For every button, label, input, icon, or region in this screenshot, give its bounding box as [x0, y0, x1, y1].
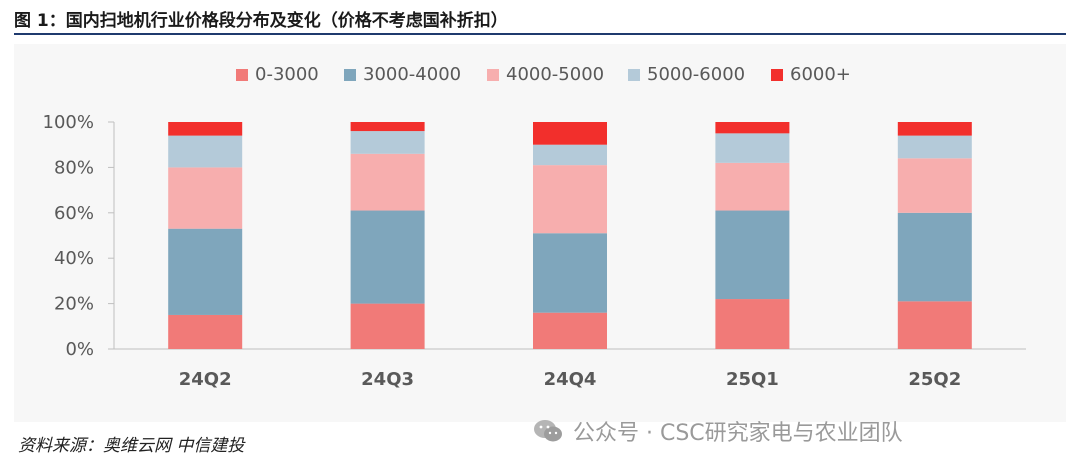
legend-swatch: [236, 69, 248, 81]
legend-label: 5000-6000: [647, 64, 745, 85]
y-tick-label: 60%: [54, 203, 94, 224]
bar-segment: [897, 135, 972, 159]
watermark-text: 公众号 · CSC研究家电与农业团队: [573, 421, 903, 446]
source-note: 资料来源：奥维云网 中信建投: [18, 436, 245, 456]
bar-segment: [350, 122, 425, 132]
bar-segment: [350, 131, 425, 154]
bar-segment: [350, 303, 425, 349]
bar-segment: [715, 162, 790, 211]
stacked-bar-chart: 0-3000 3000-4000 4000-5000 5000-6000 6000+ 0%…: [43, 64, 1026, 390]
x-tick-label: 25Q1: [726, 369, 779, 390]
x-tick-label: 25Q2: [908, 369, 961, 390]
y-tick-label: 100%: [43, 112, 94, 133]
legend-swatch: [487, 69, 499, 81]
x-tick-label: 24Q2: [179, 369, 232, 390]
bar-segment: [168, 135, 243, 168]
legend-label: 4000-5000: [506, 64, 604, 85]
bar-segment: [897, 158, 972, 213]
legend-swatch: [628, 69, 640, 81]
bar-segment: [897, 301, 972, 349]
watermark: 公众号 · CSC研究家电与农业团队: [533, 414, 903, 448]
x-tick-label: 24Q4: [544, 369, 597, 390]
chart-panel: 0-3000 3000-4000 4000-5000 5000-6000 6000+ 0%…: [14, 44, 1066, 422]
x-tick-label: 24Q3: [361, 369, 414, 390]
y-tick-label: 20%: [54, 294, 94, 315]
wechat-icon: [534, 420, 562, 442]
bar-segment: [897, 212, 972, 302]
figure-title: 图 1：国内扫地机行业价格段分布及变化（价格不考虑国补折扣）: [14, 11, 508, 31]
bar-segment: [897, 122, 972, 136]
legend-label: 0-3000: [255, 64, 319, 85]
bar-segment: [715, 210, 790, 300]
bar-segment: [715, 122, 790, 134]
bar-segment: [533, 233, 607, 313]
legend-label: 6000+: [790, 64, 851, 85]
bar-segment: [350, 210, 425, 304]
bar-segment: [168, 122, 243, 136]
bar-segment: [715, 299, 790, 349]
bar-segment: [168, 314, 243, 349]
bar-segment: [533, 122, 607, 145]
legend-swatch: [771, 69, 783, 81]
bar-segment: [168, 167, 243, 229]
y-tick-label: 80%: [54, 157, 94, 178]
y-tick-label: 0%: [65, 339, 94, 360]
legend-label: 3000-4000: [363, 64, 461, 85]
title-rule: [14, 33, 1066, 35]
bar-segment: [168, 228, 243, 315]
bar-segment: [533, 144, 607, 166]
bar-segment: [715, 133, 790, 163]
bar-segment: [350, 153, 425, 211]
y-tick-label: 40%: [54, 248, 94, 269]
bar-segment: [533, 165, 607, 234]
legend-swatch: [344, 69, 356, 81]
bar-segment: [533, 312, 607, 349]
